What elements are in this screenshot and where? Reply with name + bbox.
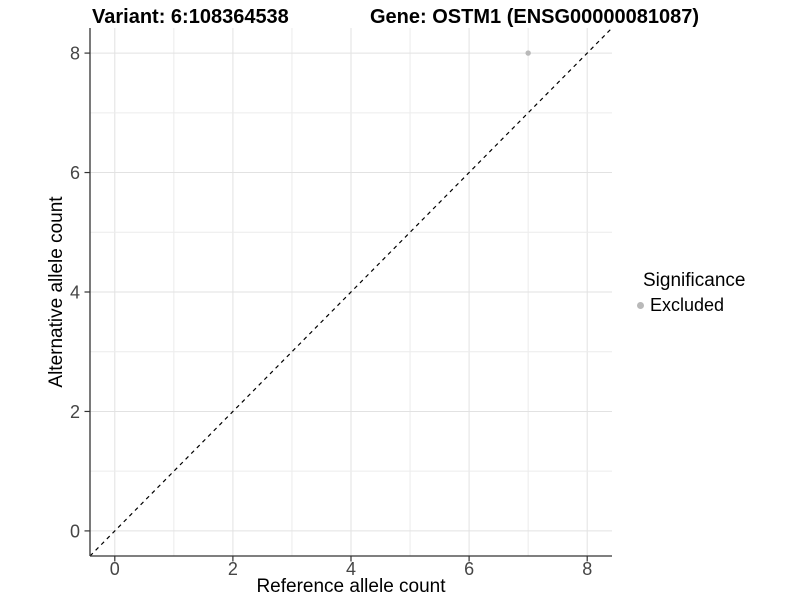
legend-item-label: Excluded: [650, 295, 725, 315]
x-tick-label: 8: [582, 559, 592, 579]
gene-title: Gene: OSTM1 (ENSG00000081087): [370, 6, 700, 28]
data-point-excluded: [525, 50, 531, 56]
x-tick-label: 2: [228, 559, 238, 579]
x-tick-label: 0: [110, 559, 120, 579]
y-axis-title: Alternative allele count: [46, 196, 67, 388]
x-tick-label: 6: [464, 559, 474, 579]
excluded-point-icon: [637, 302, 644, 309]
y-tick-label: 0: [70, 521, 80, 541]
x-tick-label: 4: [346, 559, 356, 579]
identity-dashed-line: [89, 27, 613, 557]
y-tick-label: 2: [70, 402, 80, 422]
y-tick-label: 6: [70, 163, 80, 183]
x-axis-title: Reference allele count: [256, 576, 446, 597]
legend-title: Significance: [643, 270, 746, 291]
legend-item-excluded: Excluded: [633, 295, 745, 316]
y-tick-label: 8: [70, 44, 80, 64]
legend: Significance Excluded: [633, 270, 745, 316]
variant-title: Variant: 6:108364538: [92, 6, 289, 28]
y-tick-label: 4: [70, 283, 80, 303]
